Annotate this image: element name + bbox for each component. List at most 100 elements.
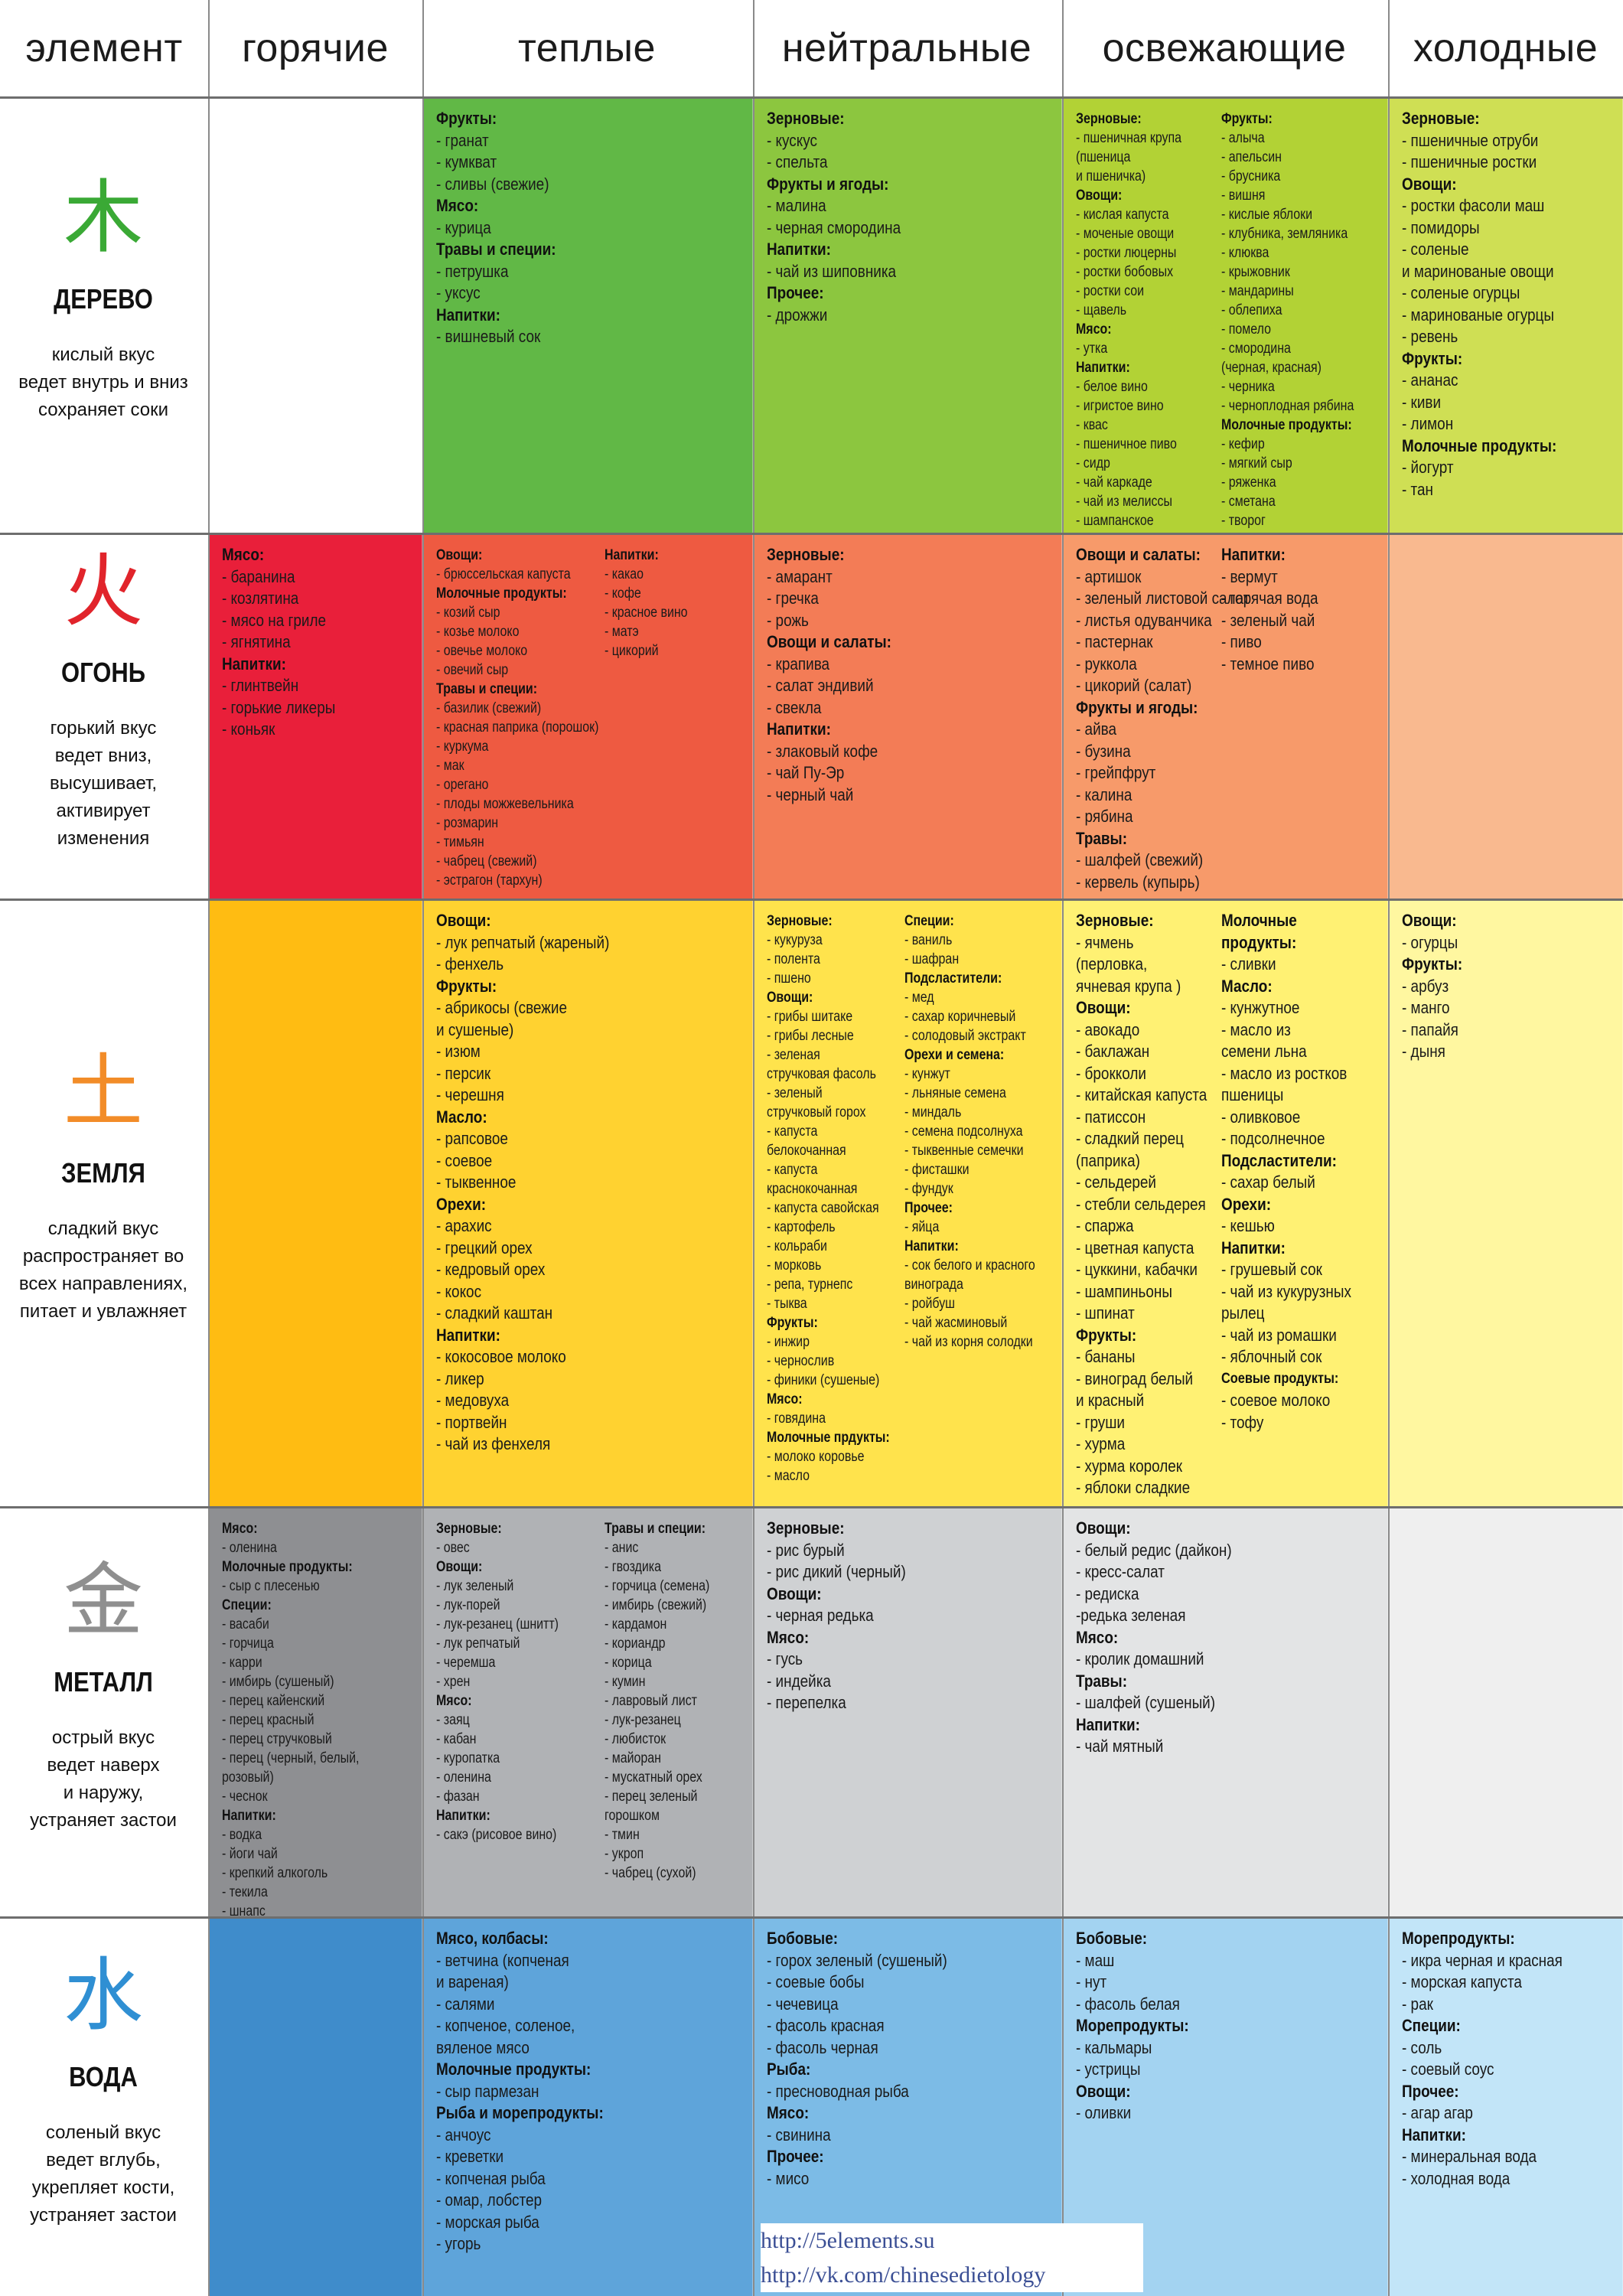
link-5elements[interactable]: http://5elements.su: [761, 2228, 935, 2253]
fire-description-line: активирует: [56, 801, 151, 821]
food-item: - грушевый сок: [1221, 1260, 1322, 1279]
food-item: - зеленый листовой салат: [1076, 589, 1250, 608]
food-item: - копченая рыба: [436, 2168, 546, 2188]
category-heading: Молочные продукты:: [222, 1559, 353, 1575]
food-item: - горячая вода: [1221, 589, 1318, 608]
food-item: - морская рыба: [436, 2212, 539, 2232]
category-heading: Зерновые:: [767, 1518, 845, 1538]
food-item: - кориандр: [605, 1636, 666, 1652]
food-item: - кускус: [767, 130, 817, 150]
food-item: - пастернак: [1076, 632, 1153, 651]
food-item: - мак: [436, 758, 464, 774]
column-1: Морепродукты: - икра черная и красная - мо…: [1402, 1928, 1589, 2190]
element-earth: 土 ЗЕМЛЯ сладкий вкус распространяет во всех …: [0, 899, 207, 1506]
category-heading: Овощи:: [767, 1583, 822, 1603]
column-1: Зерновые: - пшеничная крупа (пшеница и пш…: [1076, 109, 1201, 530]
category-heading: Напитки:: [1076, 1714, 1140, 1734]
food-item: - игристое вино: [1076, 398, 1164, 414]
metal-description-line: и наружу,: [63, 1782, 144, 1803]
category-heading: Овощи:: [436, 1559, 483, 1575]
food-item: - хрен: [436, 1674, 471, 1690]
food-item: - чеснок: [222, 1789, 268, 1805]
food-item: - салат эндивий: [767, 676, 874, 695]
food-item: - грецкий орех: [436, 1238, 533, 1257]
food-item: - амарант: [767, 566, 833, 586]
link-vk-chinesedietology[interactable]: http://vk.com/chinesedietology: [761, 2262, 1046, 2288]
food-item: (паприка): [1076, 1150, 1140, 1170]
food-item: - солодовый экстракт: [904, 1028, 1026, 1044]
water-description-line: укрепляет кости,: [31, 2177, 175, 2198]
food-item: - сливки: [1221, 954, 1276, 974]
food-item: - брусника: [1221, 168, 1281, 184]
category-heading: Бобовые:: [767, 1929, 839, 1948]
food-item: - шнапс: [222, 1903, 266, 1916]
category-heading: Фрукты и ягоды:: [767, 174, 889, 194]
food-item: - фасоль белая: [1076, 1994, 1180, 2014]
cell-earth-cold: Овощи: - огурцы Фрукты: - арбуз - манго - пап…: [1390, 901, 1623, 1506]
row-divider: [0, 96, 1623, 99]
food-item: - черная редька: [767, 1606, 874, 1625]
food-item: - ветчина (копченая: [436, 1950, 569, 1970]
element-water: 水 ВОДА соленый вкус ведет вглубь, укрепляет …: [0, 1916, 207, 2296]
cell-fire-refreshing: Овощи и салаты: - артишок - зеленый листов…: [1064, 535, 1388, 899]
food-item: - кедровый орех: [436, 1260, 546, 1279]
food-item: - имбирь (свежий): [605, 1597, 707, 1613]
food-item: - пшеничные ростки: [1402, 152, 1537, 171]
food-item: - соленые: [1402, 240, 1469, 259]
food-item: - кролик домашний: [1076, 1649, 1204, 1668]
column-1: Мясо, колбасы: - ветчина (копченая и варе…: [436, 1928, 631, 2255]
food-item: - имбирь (сушеный): [222, 1674, 334, 1690]
food-item: - фундук: [904, 1181, 953, 1197]
category-heading: Овощи:: [1402, 174, 1457, 194]
food-item: - морковь: [767, 1257, 822, 1274]
food-item: - авокадо: [1076, 1019, 1140, 1039]
food-item: - рапсовое: [436, 1129, 508, 1148]
category-heading: Мясо:: [1076, 321, 1112, 338]
food-item: - кольраби: [767, 1238, 827, 1254]
element-wood-content: 木 ДЕРЕВО кислый вкус ведет внутрь и вниз сох…: [0, 178, 207, 424]
food-item: - чабрец (свежий): [436, 853, 537, 869]
food-item: - свинина: [767, 2125, 831, 2144]
metal-description-line: устраняет застои: [30, 1810, 177, 1831]
food-item: - яблочный сок: [1221, 1347, 1322, 1366]
food-item: - гвоздика: [605, 1559, 661, 1575]
food-item: - гранат: [436, 130, 489, 150]
category-heading: Морепродукты:: [1076, 2016, 1189, 2035]
category-heading: Овощи:: [1076, 188, 1123, 204]
column-1: Овощи: - лук репчатый (жареный) - фенхель Ф…: [436, 910, 637, 1456]
category-heading: Овощи и салаты:: [1076, 545, 1201, 564]
food-item: - тофу: [1221, 1412, 1264, 1432]
wood-name: ДЕРЕВО: [54, 283, 153, 315]
food-item: - малина: [767, 196, 826, 215]
cell-fire-cold: [1390, 535, 1623, 899]
water-description-line: ведет вглубь,: [46, 2150, 161, 2170]
header-refreshing: освежающие: [1102, 26, 1347, 70]
food-item: - нут: [1076, 1972, 1107, 1991]
column-2: Молочные продукты: - сливки Масло: - кунжутн…: [1221, 910, 1373, 1433]
food-item: - грибы лесные: [767, 1028, 854, 1044]
food-item: - тмин: [605, 1827, 640, 1843]
food-item: - кофе: [605, 585, 641, 602]
cell-earth-refreshing: Зерновые: - ячмень (перловка, ячневая кру…: [1064, 901, 1388, 1506]
food-item: - чернослив: [767, 1353, 835, 1369]
food-item: - угорь: [436, 2234, 481, 2253]
food-item: - пшеничное пиво: [1076, 436, 1177, 452]
earth-description-line: всех направлениях,: [18, 1274, 188, 1294]
category-heading: Мясо:: [767, 1627, 810, 1647]
cell-fire-hot: Мясо: - баранина - козлятина - мясо на грил…: [210, 535, 422, 899]
category-heading: Напитки:: [904, 1238, 959, 1254]
earth-name: ЗЕМЛЯ: [61, 1157, 145, 1189]
wood-description: кислый вкус ведет внутрь и вниз сохраняет …: [0, 341, 207, 424]
food-item: - хурма: [1076, 1434, 1126, 1453]
category-heading: Овощи:: [1076, 1518, 1131, 1538]
food-item: - эстрагон (тархун): [436, 872, 543, 889]
food-item: - арбуз: [1402, 976, 1449, 996]
food-item: - китайская капуста: [1076, 1085, 1207, 1104]
food-item: - дыня: [1402, 1042, 1445, 1061]
food-item: - рис бурый: [767, 1540, 845, 1560]
food-item: - моченые овощи: [1076, 226, 1175, 242]
category-heading: Прочее:: [904, 1200, 953, 1216]
food-item: - морская капуста: [1402, 1972, 1522, 1991]
food-item: - козий сыр: [436, 605, 500, 621]
food-item: - копченое, соленое,: [436, 2016, 575, 2035]
